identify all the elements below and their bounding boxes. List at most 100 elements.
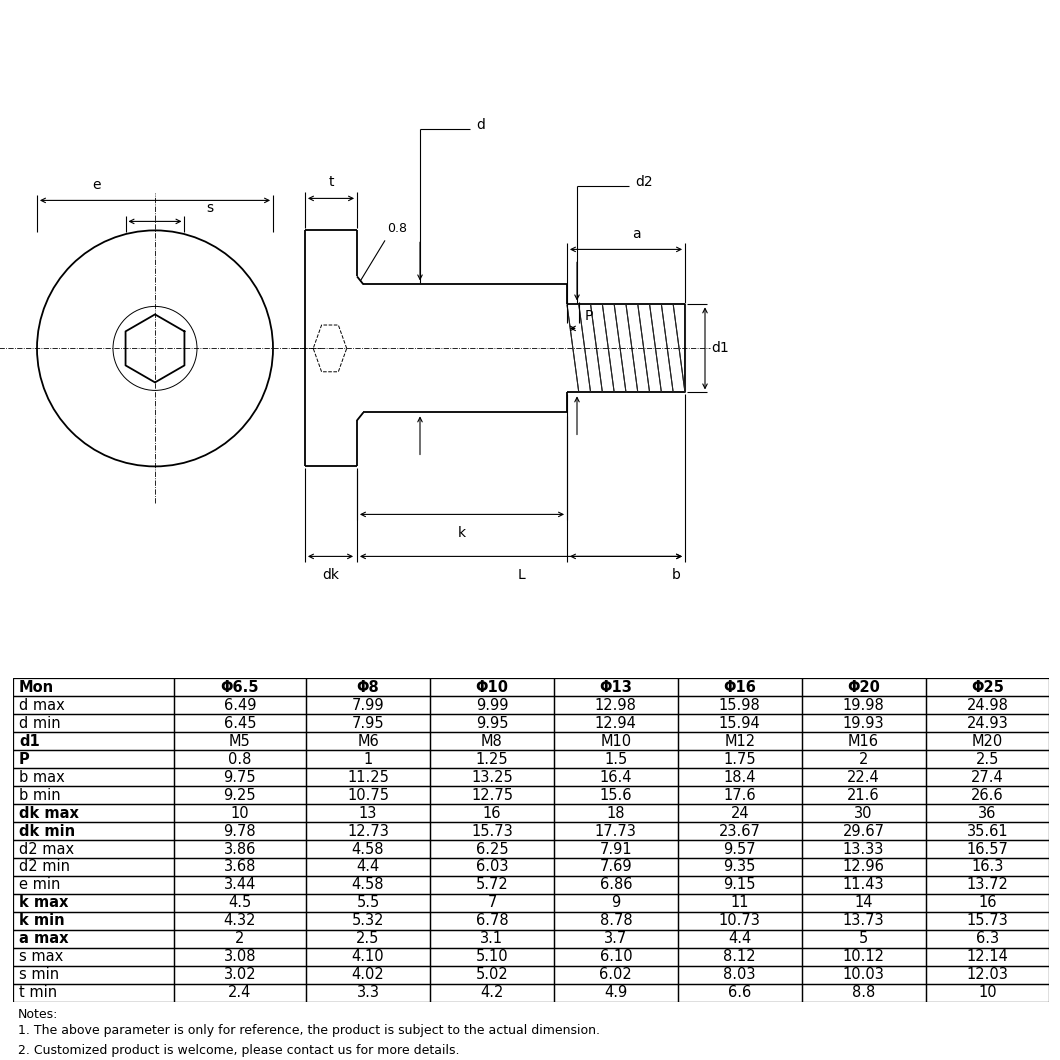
Text: 4.10: 4.10 — [352, 950, 385, 965]
Text: 4.02: 4.02 — [352, 968, 385, 983]
Bar — [925, 876, 1049, 894]
Bar — [801, 750, 925, 768]
Bar — [306, 894, 430, 912]
Bar — [554, 678, 677, 696]
Text: 9.95: 9.95 — [476, 716, 508, 730]
Text: e min: e min — [19, 878, 60, 893]
Text: 14: 14 — [854, 896, 872, 911]
Bar — [13, 768, 174, 787]
Text: 5.72: 5.72 — [476, 878, 509, 893]
Bar — [677, 948, 801, 966]
Bar — [801, 787, 925, 805]
Bar — [677, 984, 801, 1002]
Bar — [13, 805, 174, 823]
Text: 6.86: 6.86 — [600, 878, 632, 893]
Bar — [430, 787, 554, 805]
Bar — [174, 984, 306, 1002]
Bar — [306, 750, 430, 768]
Text: d2 max: d2 max — [19, 842, 74, 856]
Bar — [174, 805, 306, 823]
Text: 10: 10 — [230, 806, 249, 820]
Bar — [801, 840, 925, 858]
Bar — [13, 787, 174, 805]
Bar — [13, 750, 174, 768]
Bar — [925, 823, 1049, 840]
Bar — [174, 840, 306, 858]
Text: M8: M8 — [481, 734, 502, 748]
Bar — [925, 714, 1049, 732]
Text: P: P — [585, 310, 594, 323]
Bar — [306, 787, 430, 805]
Text: 4.4: 4.4 — [356, 860, 379, 874]
Bar — [174, 876, 306, 894]
Text: 24.93: 24.93 — [967, 716, 1008, 730]
Bar — [677, 787, 801, 805]
Text: 16.4: 16.4 — [600, 770, 632, 784]
Bar — [306, 823, 430, 840]
Bar — [925, 984, 1049, 1002]
Bar — [554, 948, 677, 966]
Text: b: b — [672, 568, 681, 582]
Bar — [677, 930, 801, 948]
Text: 8.12: 8.12 — [723, 950, 756, 965]
Text: 10.73: 10.73 — [719, 914, 761, 929]
Text: 2: 2 — [235, 932, 245, 947]
Text: 9.25: 9.25 — [224, 788, 257, 802]
Text: 21.6: 21.6 — [847, 788, 880, 802]
Text: 13.25: 13.25 — [471, 770, 513, 784]
Text: 18.4: 18.4 — [724, 770, 756, 784]
Bar — [13, 912, 174, 930]
Bar — [801, 678, 925, 696]
Text: Φ25: Φ25 — [971, 679, 1004, 695]
Bar — [925, 768, 1049, 787]
Bar — [801, 714, 925, 732]
Bar — [174, 750, 306, 768]
Bar — [554, 930, 677, 948]
Text: 4.32: 4.32 — [224, 914, 257, 929]
Text: 2: 2 — [859, 752, 868, 766]
Text: 6.02: 6.02 — [600, 968, 632, 983]
Bar — [554, 696, 677, 714]
Text: M12: M12 — [724, 734, 756, 748]
Bar — [430, 858, 554, 876]
Text: Mon: Mon — [19, 679, 54, 695]
Text: 4.9: 4.9 — [604, 985, 628, 1001]
Text: Notes:: Notes: — [18, 1007, 58, 1021]
Bar — [925, 948, 1049, 966]
Text: 9.99: 9.99 — [476, 697, 508, 712]
Bar — [801, 805, 925, 823]
Bar — [174, 858, 306, 876]
Text: 0.8: 0.8 — [228, 752, 251, 766]
Bar — [925, 912, 1049, 930]
Text: 10: 10 — [978, 985, 996, 1001]
Text: 4.58: 4.58 — [352, 878, 385, 893]
Bar — [677, 714, 801, 732]
Text: 13.73: 13.73 — [843, 914, 884, 929]
Text: 6.03: 6.03 — [476, 860, 508, 874]
Text: d1: d1 — [711, 341, 729, 355]
Bar — [13, 714, 174, 732]
Text: M5: M5 — [229, 734, 251, 748]
Bar — [306, 732, 430, 750]
Text: d max: d max — [19, 697, 65, 712]
Text: 9: 9 — [612, 896, 620, 911]
Bar — [554, 966, 677, 984]
Text: 3.44: 3.44 — [224, 878, 257, 893]
Text: 12.98: 12.98 — [595, 697, 637, 712]
Text: 3.86: 3.86 — [224, 842, 257, 856]
Text: Φ13: Φ13 — [599, 679, 632, 695]
Text: 5: 5 — [859, 932, 868, 947]
Bar — [174, 714, 306, 732]
Text: d: d — [476, 119, 484, 132]
Bar — [306, 966, 430, 984]
Bar — [554, 805, 677, 823]
Text: M6: M6 — [357, 734, 378, 748]
Bar — [430, 805, 554, 823]
Text: 12.14: 12.14 — [967, 950, 1008, 965]
Text: 24: 24 — [730, 806, 749, 820]
Text: s: s — [207, 201, 213, 215]
Text: M16: M16 — [848, 734, 879, 748]
Bar — [174, 696, 306, 714]
Bar — [677, 840, 801, 858]
Bar — [430, 930, 554, 948]
